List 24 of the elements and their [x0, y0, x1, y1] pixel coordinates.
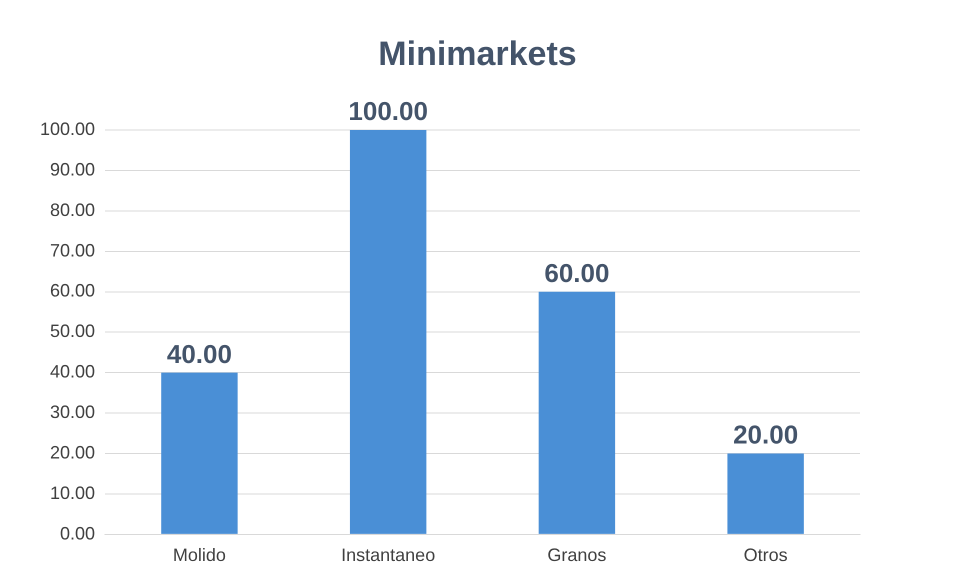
- data-label: 40.00: [166, 338, 232, 369]
- y-tick-label: 70.00: [50, 240, 96, 260]
- x-tick-label: Otros: [744, 545, 788, 566]
- x-tick-label: Instantaneo: [341, 545, 436, 566]
- data-label: 100.00: [348, 96, 428, 126]
- data-label: 20.00: [733, 420, 798, 450]
- bar: [161, 372, 238, 534]
- y-tick-label: 30.00: [50, 402, 96, 422]
- data-label: 60.00: [544, 258, 610, 288]
- y-tick-label: 90.00: [50, 159, 96, 180]
- y-tick-label: 60.00: [50, 280, 96, 301]
- y-tick-label: 50.00: [50, 321, 96, 342]
- bar: [350, 130, 426, 534]
- y-tick-label: 0.00: [60, 523, 96, 544]
- y-tick-label: 80.00: [50, 200, 96, 220]
- y-tick-label: 20.00: [50, 442, 96, 462]
- y-tick-label: 100.00: [40, 118, 96, 139]
- y-tick-label: 40.00: [50, 362, 96, 382]
- chart-title: Minimarkets: [377, 35, 578, 74]
- y-tick-label: 10.00: [50, 482, 96, 503]
- bar: [727, 454, 804, 534]
- x-tick-label: Granos: [547, 545, 606, 566]
- bar: [538, 292, 616, 534]
- x-tick-label: Molido: [172, 545, 226, 566]
